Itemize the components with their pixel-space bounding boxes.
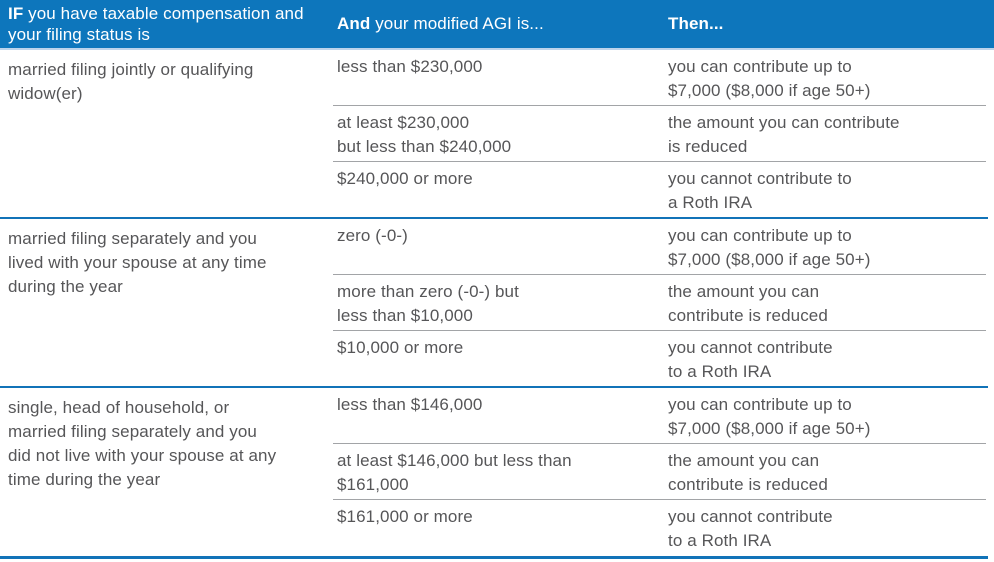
- group-divider: [0, 386, 988, 388]
- table-bottom-rule: [0, 556, 988, 559]
- table-row: more than zero (-0-) but less than $10,0…: [333, 274, 986, 330]
- then-cell: you can contribute up to $7,000 ($8,000 …: [668, 57, 871, 100]
- agi-cell: less than $146,000: [337, 395, 483, 414]
- then-cell: you cannot contribute to a Roth IRA: [668, 507, 833, 550]
- status-cell: married filing jointly or qualifying wid…: [8, 60, 254, 103]
- table-header-row: IF you have taxable compensation and you…: [0, 0, 994, 48]
- table-row: at least $146,000 but less than $161,000…: [333, 443, 986, 499]
- agi-cell: at least $146,000 but less than $161,000: [337, 451, 572, 494]
- header-filing-status-bold: IF: [8, 4, 24, 23]
- table-row: at least $230,000 but less than $240,000…: [333, 105, 986, 161]
- table-row: less than $230,000 you can contribute up…: [333, 50, 986, 105]
- agi-cell: $161,000 or more: [337, 507, 473, 526]
- table-row: $161,000 or more you cannot contribute t…: [333, 499, 986, 555]
- group-divider: [0, 217, 988, 219]
- header-modified-agi-bold: And: [337, 14, 371, 33]
- group-married-filing-separately-lived-with-spouse: married filing separately and you lived …: [0, 219, 994, 386]
- header-cell-then: Then...: [668, 14, 994, 34]
- then-cell: you cannot contribute to a Roth IRA: [668, 338, 833, 381]
- then-cell: the amount you can contribute is reduced: [668, 282, 828, 325]
- header-modified-agi-rest: your modified AGI is...: [375, 14, 544, 33]
- agi-cell: zero (-0-): [337, 226, 408, 245]
- then-cell: the amount you can contribute is reduced: [668, 451, 828, 494]
- group-married-filing-jointly: married filing jointly or qualifying wid…: [0, 50, 994, 217]
- group-subrows: zero (-0-) you can contribute up to $7,0…: [333, 219, 986, 386]
- agi-cell: more than zero (-0-) but less than $10,0…: [337, 282, 519, 325]
- then-cell: the amount you can contribute is reduced: [668, 113, 900, 156]
- then-cell: you can contribute up to $7,000 ($8,000 …: [668, 395, 871, 438]
- header-underline: [0, 48, 994, 50]
- table-row: zero (-0-) you can contribute up to $7,0…: [333, 219, 986, 274]
- status-cell: married filing separately and you lived …: [8, 229, 267, 296]
- header-cell-modified-agi: And your modified AGI is...: [333, 14, 668, 34]
- agi-cell: $10,000 or more: [337, 338, 464, 357]
- then-cell: you can contribute up to $7,000 ($8,000 …: [668, 226, 871, 269]
- status-cell: single, head of household, or married fi…: [8, 398, 277, 489]
- table-row: less than $146,000 you can contribute up…: [333, 388, 986, 443]
- table-row: $240,000 or more you cannot contribute t…: [333, 161, 986, 217]
- group-subrows: less than $230,000 you can contribute up…: [333, 50, 986, 217]
- header-then-bold: Then...: [668, 14, 724, 33]
- agi-cell: $240,000 or more: [337, 169, 473, 188]
- then-cell: you cannot contribute to a Roth IRA: [668, 169, 852, 212]
- table-row: $10,000 or more you cannot contribute to…: [333, 330, 986, 386]
- header-filing-status-rest: you have taxable compensation and your f…: [8, 4, 304, 44]
- group-subrows: less than $146,000 you can contribute up…: [333, 388, 986, 555]
- group-single-head-of-household: single, head of household, or married fi…: [0, 388, 994, 555]
- header-cell-filing-status: IF you have taxable compensation and you…: [0, 3, 333, 45]
- agi-cell: at least $230,000 but less than $240,000: [337, 113, 512, 156]
- agi-cell: less than $230,000: [337, 57, 483, 76]
